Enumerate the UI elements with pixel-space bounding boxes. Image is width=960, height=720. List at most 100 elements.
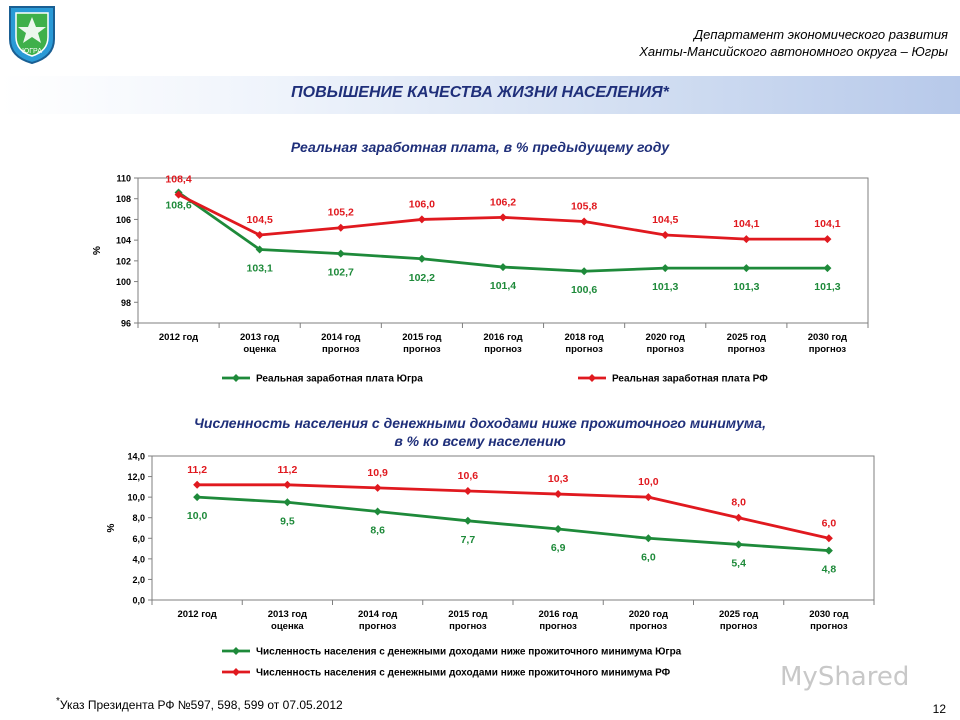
series-0-point: [644, 534, 653, 543]
region-coat-of-arms-logo: ЮГРА: [9, 6, 55, 65]
series-1-point: [580, 217, 589, 226]
series-1-data-label: 105,8: [571, 201, 597, 213]
y-tick-label: 14,0: [127, 452, 145, 462]
series-1-data-label: 105,2: [328, 207, 354, 219]
series-0-point: [734, 540, 743, 549]
y-tick-label: 4,0: [132, 554, 145, 564]
series-1-data-label: 10,3: [548, 473, 569, 485]
y-tick-label: 10,0: [127, 493, 145, 503]
series-0-data-label: 101,3: [733, 281, 759, 293]
y-tick-label: 8,0: [132, 513, 145, 523]
footnote-mark: *: [56, 696, 60, 707]
series-0-data-label: 108,6: [165, 200, 191, 212]
series-1-data-label: 11,2: [277, 464, 297, 476]
series-1-point: [336, 223, 345, 232]
x-tick-label: прогноз: [809, 344, 847, 355]
y-tick-label: 0,0: [132, 596, 145, 606]
series-0-point: [823, 264, 832, 273]
series-0-data-label: 10,0: [187, 510, 208, 522]
chart-2-title: Численность населения с денежными дохода…: [60, 414, 900, 450]
series-1-data-label: 104,5: [652, 214, 678, 226]
series-0-data-label: 5,4: [731, 557, 746, 569]
series-0-data-label: 6,0: [641, 551, 656, 563]
series-1-data-label: 104,1: [733, 218, 759, 230]
poverty-chart: 0,0 2,0 4,0 6,0 8,0 10,0 12,0 14,0% 2012 год 2013…: [106, 452, 875, 679]
series-line-1: [197, 483, 830, 540]
department-name: Департамент экономического развития Хант…: [639, 26, 948, 60]
y-tick-label: 110: [116, 174, 131, 184]
department-line-2: Ханты-Мансийского автономного округа – Ю…: [639, 44, 948, 59]
series-0-point: [742, 264, 751, 273]
y-tick-label: 2,0: [132, 575, 145, 585]
x-tick-label: прогноз: [810, 621, 848, 632]
x-tick-label: 2025 год: [719, 609, 758, 620]
legend-entry-0: Реальная заработная плата Югра: [256, 373, 423, 385]
x-tick-label: 2020 год: [646, 332, 685, 343]
series-0-data-label: 102,7: [328, 267, 354, 279]
series-1-point: [554, 490, 563, 499]
series-0-point: [417, 254, 426, 263]
x-tick-label: прогноз: [403, 344, 441, 355]
logo-text: ЮГРА: [22, 48, 42, 55]
legend-entry-0: Численность населения с денежными дохода…: [256, 647, 682, 658]
series-1-point: [742, 235, 751, 244]
page-title: ПОВЫШЕНИЕ КАЧЕСТВА ЖИЗНИ НАСЕЛЕНИЯ*: [291, 84, 669, 101]
series-0-data-label: 101,4: [490, 280, 516, 292]
series-1-data-label: 108,4: [165, 174, 191, 186]
series-0-data-label: 6,9: [551, 542, 566, 554]
series-0-data-label: 101,3: [652, 281, 678, 293]
x-tick-label: 2020 год: [629, 609, 668, 620]
series-0-data-label: 101,3: [814, 281, 840, 293]
series-0-point: [824, 546, 833, 555]
footnote-text: Указ Президента РФ №597, 598, 599 от 07.…: [59, 698, 343, 712]
legend-marker-0: [232, 647, 240, 655]
legend-marker-0: [232, 374, 240, 382]
series-0-point: [499, 263, 507, 272]
series-0-point: [463, 516, 472, 525]
x-tick-label: 2018 год: [564, 332, 603, 343]
series-1-point: [417, 215, 426, 224]
series-1-point: [463, 486, 472, 495]
y-tick-label: 12,0: [127, 472, 145, 482]
series-0-data-label: 4,8: [822, 564, 837, 576]
y-tick-label: 102: [116, 256, 131, 266]
series-1-point: [283, 480, 292, 489]
x-tick-label: прогноз: [539, 621, 577, 632]
y-axis-label: %: [106, 523, 117, 532]
x-tick-label: прогноз: [630, 621, 668, 632]
series-0-data-label: 100,6: [571, 284, 597, 296]
legend-marker-1: [232, 668, 240, 676]
x-tick-label: 2016 год: [538, 609, 577, 620]
series-1-point: [824, 534, 833, 543]
x-tick-label: 2025 год: [727, 332, 766, 343]
series-1-data-label: 10,9: [367, 467, 388, 479]
series-1-point: [373, 483, 382, 492]
series-0-point: [283, 498, 292, 507]
chart-1-title: Реальная заработная плата, в % предыдуще…: [290, 139, 670, 155]
y-tick-label: 104: [116, 236, 131, 246]
series-1-data-label: 6,0: [822, 517, 837, 529]
chart-2-title-line-1: Численность населения с денежными дохода…: [194, 415, 766, 431]
x-tick-label: прогноз: [720, 621, 758, 632]
plot-area: [151, 455, 875, 601]
series-0-point: [373, 507, 382, 516]
department-line-1: Департамент экономического развития: [694, 27, 948, 42]
x-tick-label: прогноз: [728, 344, 766, 355]
series-1-data-label: 11,2: [187, 464, 207, 476]
y-tick-label: 96: [121, 319, 131, 329]
series-0-point: [255, 245, 264, 254]
salary-chart: 96 98 100 102 104 106 108 110% 2012 год 2013 годо…: [92, 174, 869, 385]
series-1-point: [499, 213, 507, 222]
footnote: *Указ Президента РФ №597, 598, 599 от 07…: [56, 696, 343, 712]
series-0-data-label: 9,5: [280, 515, 295, 527]
y-tick-label: 108: [116, 194, 131, 204]
plot-area: [137, 177, 869, 324]
y-tick-label: 98: [121, 298, 131, 308]
x-tick-label: прогноз: [565, 344, 603, 355]
x-tick-label: 2015 год: [402, 332, 441, 343]
series-1-point: [193, 480, 202, 489]
series-1-data-label: 106,2: [490, 196, 516, 208]
page-number: 12: [932, 702, 946, 716]
series-0-point: [336, 249, 345, 258]
series-1-data-label: 106,0: [409, 198, 435, 210]
